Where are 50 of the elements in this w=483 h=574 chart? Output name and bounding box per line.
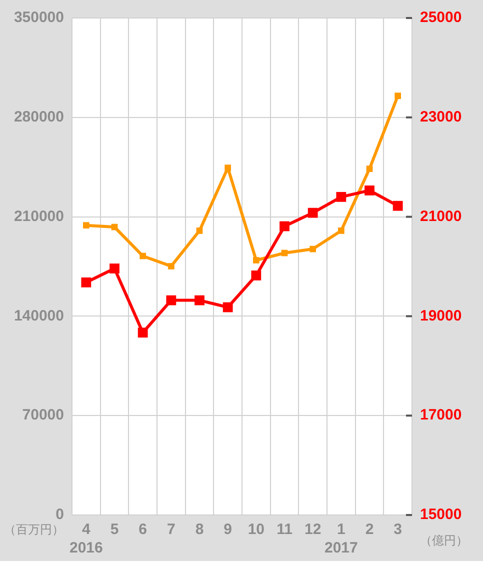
point	[138, 328, 148, 338]
y-tick-label: 210000	[14, 208, 64, 225]
x-tick-label: 2	[365, 521, 374, 538]
y2-tick-label: 21000	[420, 208, 462, 225]
y-tick-label: 280000	[14, 108, 64, 126]
x-tick-label: 11	[276, 521, 292, 538]
point	[224, 164, 232, 171]
point	[81, 277, 92, 288]
y2-tick-label: 25000	[420, 9, 462, 26]
y2-axis-title: （億円）	[420, 533, 468, 548]
x-tick-label: 7	[166, 521, 176, 538]
point	[364, 186, 374, 196]
x-tick-label: 3	[394, 521, 402, 538]
point	[251, 270, 262, 280]
y-tick-label: 350000	[14, 9, 64, 26]
point	[194, 295, 204, 306]
point	[366, 166, 373, 172]
point	[168, 263, 174, 270]
point	[336, 192, 346, 202]
point	[392, 200, 403, 211]
x-tick-label: 12	[304, 521, 322, 538]
x-tick-label: 4	[82, 521, 91, 538]
y-tick-label: 140000	[14, 307, 64, 324]
point	[166, 295, 176, 306]
point	[222, 302, 233, 312]
x-tick-label: 10	[248, 521, 265, 538]
text: 2016	[69, 540, 103, 557]
y-tick-label: 0	[56, 506, 64, 524]
x-tick-label: 8	[195, 521, 204, 538]
point	[196, 228, 203, 234]
point	[308, 208, 318, 218]
y2-tick-label: 19000	[420, 307, 462, 324]
x-tick-label: 6	[138, 521, 148, 538]
point	[280, 221, 290, 232]
text: 2017	[324, 540, 358, 557]
point	[394, 92, 402, 99]
point	[82, 222, 90, 228]
x-tick-label: 5	[110, 521, 119, 538]
y-axis-title: （百万円）	[4, 522, 64, 536]
point	[110, 264, 120, 274]
point	[310, 246, 316, 252]
y2-tick-label: 23000	[420, 108, 462, 126]
y2-tick-label: 15000	[420, 506, 462, 524]
point	[338, 228, 344, 234]
x-tick-label: 1	[336, 521, 346, 538]
point	[140, 252, 146, 260]
x-tick-label: 9	[224, 521, 232, 538]
y2-tick-label: 17000	[420, 406, 462, 424]
y-tick-label: 70000	[22, 406, 64, 424]
point	[252, 257, 260, 264]
